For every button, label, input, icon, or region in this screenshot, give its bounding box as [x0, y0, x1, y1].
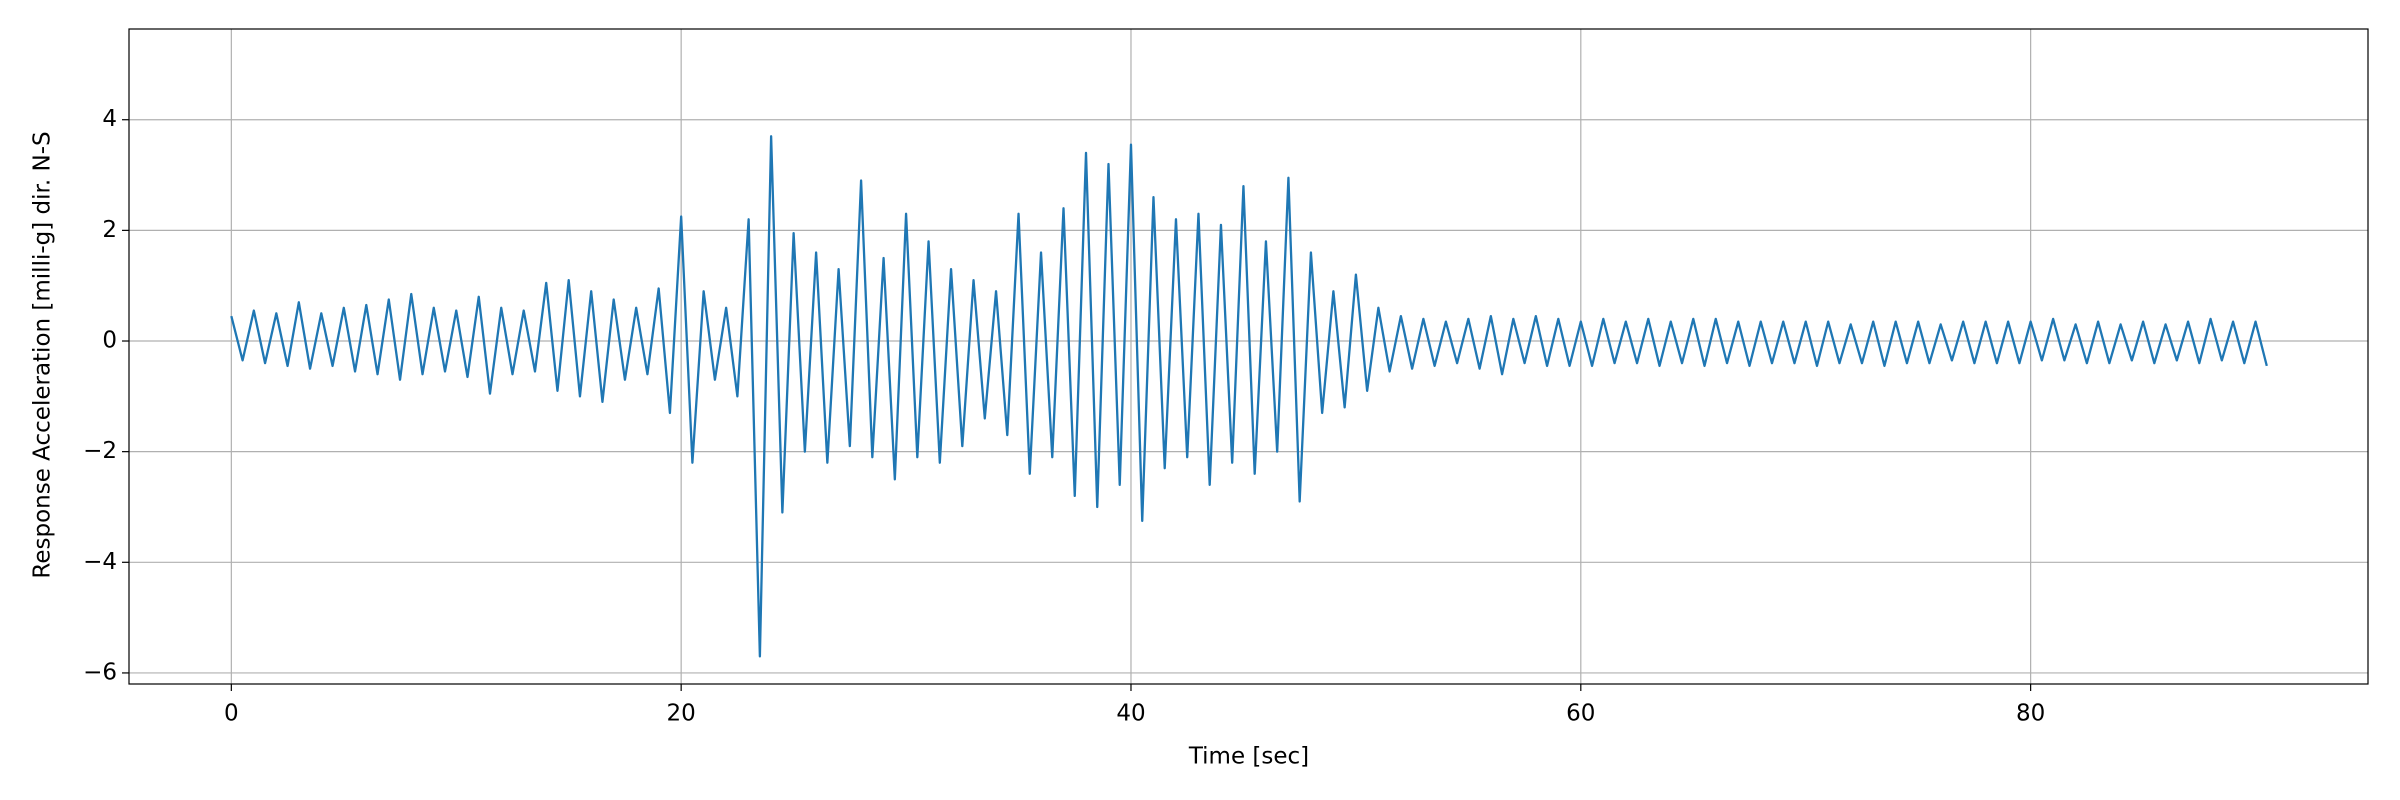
- x-tick-label: 60: [1566, 701, 1595, 727]
- plot-frame: [128, 28, 2369, 685]
- y-axis-label: Response Acceleration [milli-g] dir. N-S: [30, 131, 56, 578]
- y-tick-label: 4: [102, 106, 117, 132]
- y-tick-label: 0: [102, 328, 117, 354]
- x-axis-label: Time [sec]: [1188, 744, 1309, 770]
- y-tick-label: −6: [83, 659, 117, 685]
- x-tick-label: 80: [2016, 701, 2045, 727]
- y-tick-label: −2: [83, 438, 117, 464]
- y-tick-label: 2: [102, 217, 117, 243]
- x-tick-label: 40: [1116, 701, 1145, 727]
- x-tick-label: 0: [224, 701, 239, 727]
- data-line: [230, 135, 2268, 658]
- y-tick-label: −4: [83, 549, 117, 575]
- x-tick-label: 20: [667, 701, 696, 727]
